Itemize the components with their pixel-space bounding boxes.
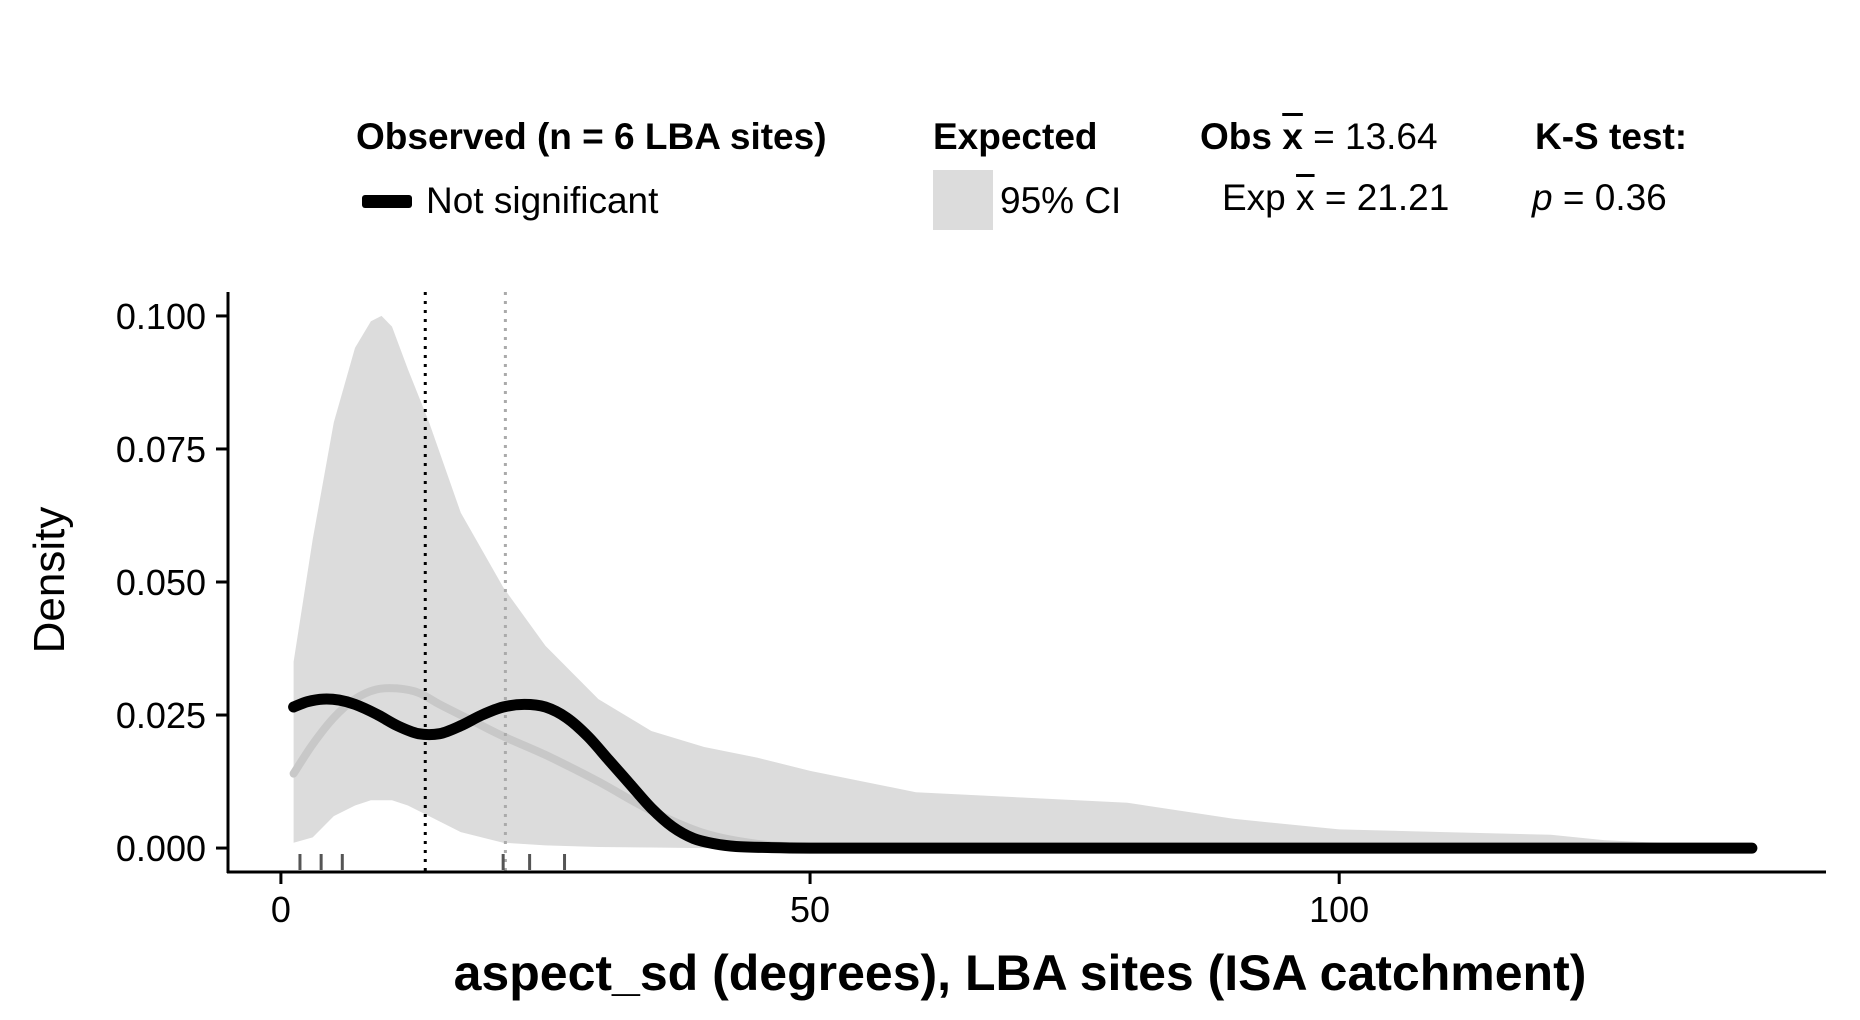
ks-p-value: = 0.36	[1562, 177, 1667, 218]
y-tick-label: 0.075	[116, 429, 206, 470]
x-tick-label: 100	[1309, 889, 1369, 930]
plot-area	[288, 292, 1758, 872]
x-tick-label: 0	[271, 889, 291, 930]
x-tick-label: 50	[790, 889, 830, 930]
ks-test-result: p = 0.36	[1532, 177, 1667, 219]
x-axis-title: aspect_sd (degrees), LBA sites (ISA catc…	[454, 945, 1587, 1001]
obs-mean-label: Obs	[1200, 116, 1272, 157]
exp-mean-annotation: Exp x = 21.21	[1222, 177, 1449, 219]
observed-density-line	[288, 693, 1758, 854]
ci-band-swatch	[933, 170, 993, 230]
expected-density-line	[289, 684, 815, 851]
y-tick-label: 0.000	[116, 828, 206, 869]
y-axis-title: Density	[25, 507, 74, 654]
obs-mean-value: = 13.64	[1313, 116, 1438, 157]
legend-observed-title: Observed (n = 6 LBA sites)	[356, 116, 827, 157]
obs-mean-annotation: Obs x = 13.64	[1200, 116, 1438, 158]
ks-test-title: K-S test:	[1535, 116, 1688, 157]
legend-expected-title: Expected	[933, 116, 1098, 157]
exp-mean-value: = 21.21	[1324, 177, 1450, 218]
exp-mean-label: Exp	[1222, 177, 1286, 218]
y-tick-label: 0.100	[116, 296, 206, 337]
observed-line-swatch	[362, 195, 412, 208]
ks-p-symbol: p	[1532, 177, 1553, 218]
obs-mean-symbol: x	[1282, 116, 1303, 157]
y-tick-label: 0.025	[116, 695, 206, 736]
legend-observed-item: Not significant	[426, 180, 659, 221]
axes: 0.000 0.025 0.050 0.075 0.100 0 50 100	[116, 292, 1826, 930]
exp-mean-symbol: x	[1296, 177, 1315, 218]
ci-band-area	[293, 315, 1752, 849]
legend-expected-item: 95% CI	[1000, 180, 1122, 221]
y-tick-label: 0.050	[116, 562, 206, 603]
